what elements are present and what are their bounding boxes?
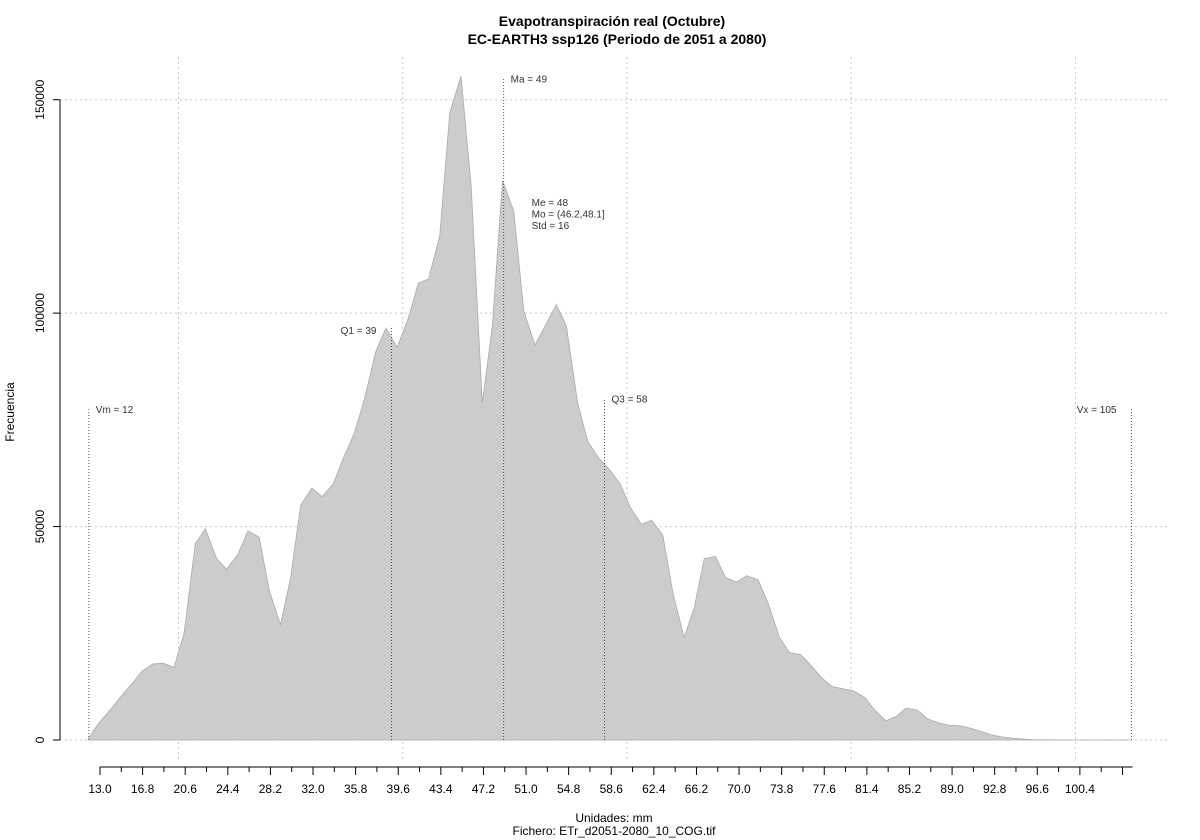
area-series xyxy=(88,76,1132,741)
axes: 0 50000 100000 150000 13.0 16.8 20.6 24.4 28.2 32… xyxy=(33,79,1133,796)
marker-label: Q3 = 58 xyxy=(612,395,648,406)
x-tick-label: 24.4 xyxy=(216,782,240,796)
x-tick-label: 20.6 xyxy=(174,782,198,796)
x-tick-label: 62.4 xyxy=(642,782,666,796)
marker-label: Q1 = 39 xyxy=(341,326,377,337)
y-tick-label: 50000 xyxy=(33,510,47,544)
x-axis-label: Unidades: mm xyxy=(575,811,652,825)
x-tick-label: 35.8 xyxy=(344,782,368,796)
x-tick-label: 77.6 xyxy=(813,782,837,796)
marker-label: Vx = 105 xyxy=(1077,405,1117,416)
frequency-area xyxy=(88,76,1132,741)
marker-label: Vm = 12 xyxy=(96,405,134,416)
x-tick-label: 13.0 xyxy=(88,782,112,796)
x-tick-label: 96.6 xyxy=(1026,782,1050,796)
x-tick-label: 92.8 xyxy=(983,782,1007,796)
file-caption: Fichero: ETr_d2051-2080_10_COG.tif xyxy=(513,824,717,838)
stat-markers: Vm = 12 Q1 = 39 Ma = 49 Q3 = 58 Vx = 105 xyxy=(88,74,1132,740)
x-tick-label: 32.0 xyxy=(301,782,325,796)
x-tick-label: 47.2 xyxy=(472,782,496,796)
x-tick-label: 89.0 xyxy=(940,782,964,796)
x-tick-label: 66.2 xyxy=(685,782,709,796)
chart-subtitle: EC-EARTH3 ssp126 (Periodo de 2051 a 2080… xyxy=(468,31,767,47)
x-tick-label: 58.6 xyxy=(600,782,624,796)
stats-line: Mo = (46.2,48.1] xyxy=(532,210,605,221)
y-axis-label: Frecuencia xyxy=(3,382,17,442)
y-tick-label: 0 xyxy=(33,736,47,743)
x-tick-label: 28.2 xyxy=(259,782,283,796)
stats-line: Me = 48 xyxy=(532,198,569,209)
x-tick-label: 16.8 xyxy=(131,782,155,796)
chart-title: Evapotranspiración real (Octubre) xyxy=(499,13,725,29)
y-tick-label: 150000 xyxy=(33,79,47,119)
x-tick-label: 39.6 xyxy=(387,782,411,796)
x-tick-label: 43.4 xyxy=(429,782,453,796)
x-tick-label: 100.4 xyxy=(1065,782,1095,796)
stats-line: Std = 16 xyxy=(532,221,570,232)
x-tick-label: 70.0 xyxy=(727,782,751,796)
x-tick-label: 51.0 xyxy=(514,782,538,796)
x-tick-label: 73.8 xyxy=(770,782,794,796)
y-tick-label: 100000 xyxy=(33,293,47,333)
marker-label: Ma = 49 xyxy=(511,74,548,85)
x-tick-label: 81.4 xyxy=(855,782,879,796)
x-tick-label: 85.2 xyxy=(898,782,922,796)
x-tick-label: 54.8 xyxy=(557,782,581,796)
